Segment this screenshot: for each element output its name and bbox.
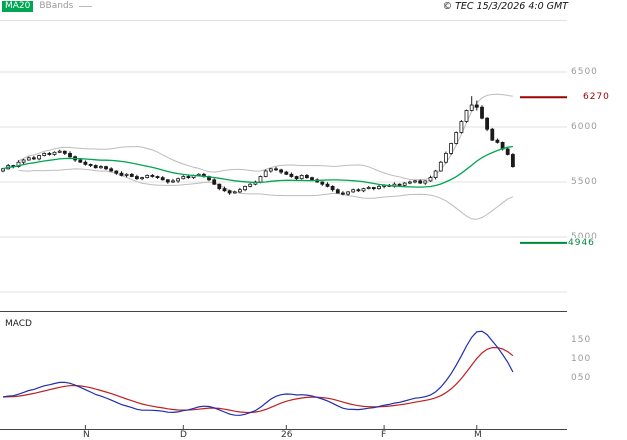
price-tick-6500: 6500 [571,67,598,77]
x-tick-label-d: D [180,430,187,440]
price-tick-5500: 5500 [571,177,598,187]
chart-legend: MA20 BBands [2,1,93,12]
price-tick-5000: 5000 [571,232,598,242]
ma20-line [2,145,513,188]
macd-tick-150: 150 [571,335,592,345]
resistance-level-label: 6270 [583,92,610,102]
ma20-legend-badge: MA20 [2,1,34,12]
macd-tick-050: 050 [571,373,592,383]
price-tick-6000: 6000 [571,122,598,132]
copyright-text: © TEC 15/3/2026 4:0 GMT [442,1,568,12]
macd-signal-line [2,347,514,414]
macd-tick-100: 100 [571,354,592,364]
x-tick-label-26: 26 [281,430,293,440]
macd-panel-title: MACD [5,319,32,329]
x-tick-label-f: F [381,430,387,440]
x-tick-label-m: M [474,430,482,440]
gridlines [0,20,567,293]
support-level-label: 4946 [568,238,595,248]
panel-borders [0,311,567,430]
bbands-legend-dash-icon [79,6,93,7]
bbands-legend-label: BBands [39,1,74,11]
macd-line [2,330,514,416]
candles [1,96,515,196]
bollinger-bands [18,93,514,220]
x-tick-label-n: N [83,430,90,440]
x-axis-ticks [84,425,478,430]
